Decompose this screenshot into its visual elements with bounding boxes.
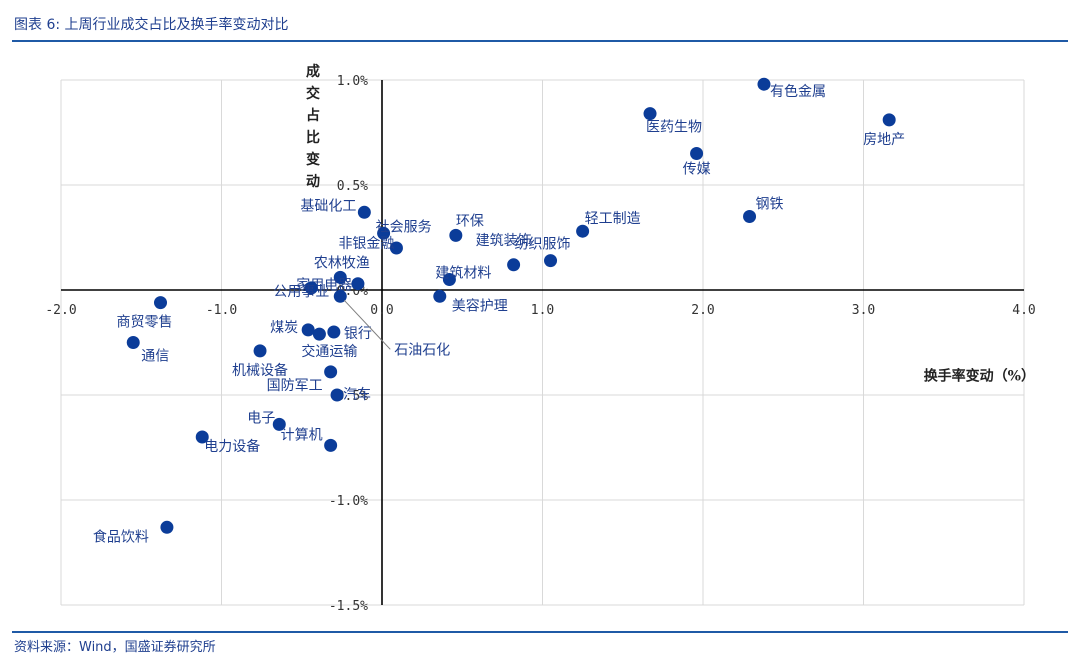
data-point	[507, 258, 521, 272]
x-tick-label: 0.0	[370, 303, 393, 318]
data-label: 国防军工	[267, 378, 323, 394]
data-point	[160, 520, 174, 534]
data-label: 电力设备	[204, 438, 260, 455]
top-divider	[12, 40, 1068, 42]
data-point	[324, 438, 338, 452]
data-label: 美容护理	[452, 297, 508, 314]
data-label: 有色金属	[770, 83, 826, 100]
x-tick-label: 3.0	[852, 303, 875, 318]
data-label: 钢铁	[756, 197, 784, 213]
data-point	[304, 281, 318, 295]
data-label: 交通运输	[301, 343, 357, 360]
data-point	[389, 241, 403, 255]
data-label: 计算机	[281, 427, 323, 443]
data-point	[743, 210, 757, 223]
data-point	[757, 77, 771, 91]
data-point	[327, 325, 341, 339]
data-point	[643, 107, 657, 121]
data-label: 通信	[141, 349, 169, 365]
data-label: 房地产	[863, 132, 905, 148]
data-label: 社会服务	[376, 219, 432, 235]
data-label: 纺织服饰	[515, 237, 571, 253]
data-label: 石油石化	[394, 342, 450, 358]
data-label: 机械设备	[232, 362, 288, 379]
data-label: 食品饮料	[93, 528, 149, 545]
data-label: 电子	[247, 410, 275, 426]
x-tick-label: -2.0	[45, 303, 76, 318]
data-point	[301, 323, 315, 337]
data-label: 农林牧渔	[314, 256, 370, 272]
y-tick-label: 0.5%	[337, 179, 368, 194]
bottom-divider	[12, 631, 1068, 633]
data-label: 公用事业	[273, 284, 329, 300]
data-point	[690, 147, 704, 160]
data-point	[351, 277, 365, 291]
data-point	[433, 289, 447, 303]
data-point	[272, 417, 286, 431]
data-point	[126, 336, 140, 349]
y-axis-title: 成交占比变动	[306, 63, 320, 190]
y-tick-label: -1.0%	[329, 494, 368, 509]
data-point	[882, 113, 896, 127]
data-label: 煤炭	[270, 320, 298, 336]
data-label: 商贸零售	[117, 315, 173, 331]
data-point	[330, 388, 344, 402]
data-point	[312, 327, 326, 341]
data-point	[442, 273, 456, 286]
data-point	[195, 430, 209, 444]
data-point	[253, 344, 267, 358]
data-label: 建筑装饰	[476, 233, 532, 249]
data-label: 基础化工	[300, 197, 356, 214]
data-point	[324, 365, 338, 379]
x-axis-title: 换手率变动（%）	[924, 367, 1035, 384]
data-point	[576, 224, 590, 238]
data-label: 建筑材料	[435, 266, 491, 282]
data-label: 非银金融	[338, 236, 394, 252]
data-label: 汽车	[343, 386, 371, 403]
data-point	[333, 270, 347, 284]
data-point	[154, 296, 168, 310]
data-label: 环保	[456, 213, 484, 229]
data-point	[449, 228, 463, 242]
data-point	[333, 289, 347, 303]
data-label: 轻工制造	[585, 211, 641, 227]
x-tick-label: 2.0	[691, 303, 714, 318]
data-label: 传媒	[683, 162, 711, 178]
label-leader-line	[343, 299, 391, 350]
source-note: 资料来源：Wind，国盛证券研究所	[14, 640, 216, 655]
x-tick-label: 4.0	[1012, 303, 1035, 318]
y-tick-label: -1.5%	[329, 599, 368, 614]
data-label: 银行	[344, 326, 372, 342]
x-tick-label: 1.0	[531, 303, 554, 318]
y-tick-label: 1.0%	[337, 74, 368, 89]
data-point	[544, 254, 558, 268]
figure-title: 图表 6: 上周行业成交占比及换手率变动对比	[14, 17, 289, 33]
data-point	[357, 205, 371, 219]
data-label: 医药生物	[646, 120, 702, 136]
data-point	[377, 226, 391, 240]
x-tick-label: -1.0	[206, 303, 237, 318]
